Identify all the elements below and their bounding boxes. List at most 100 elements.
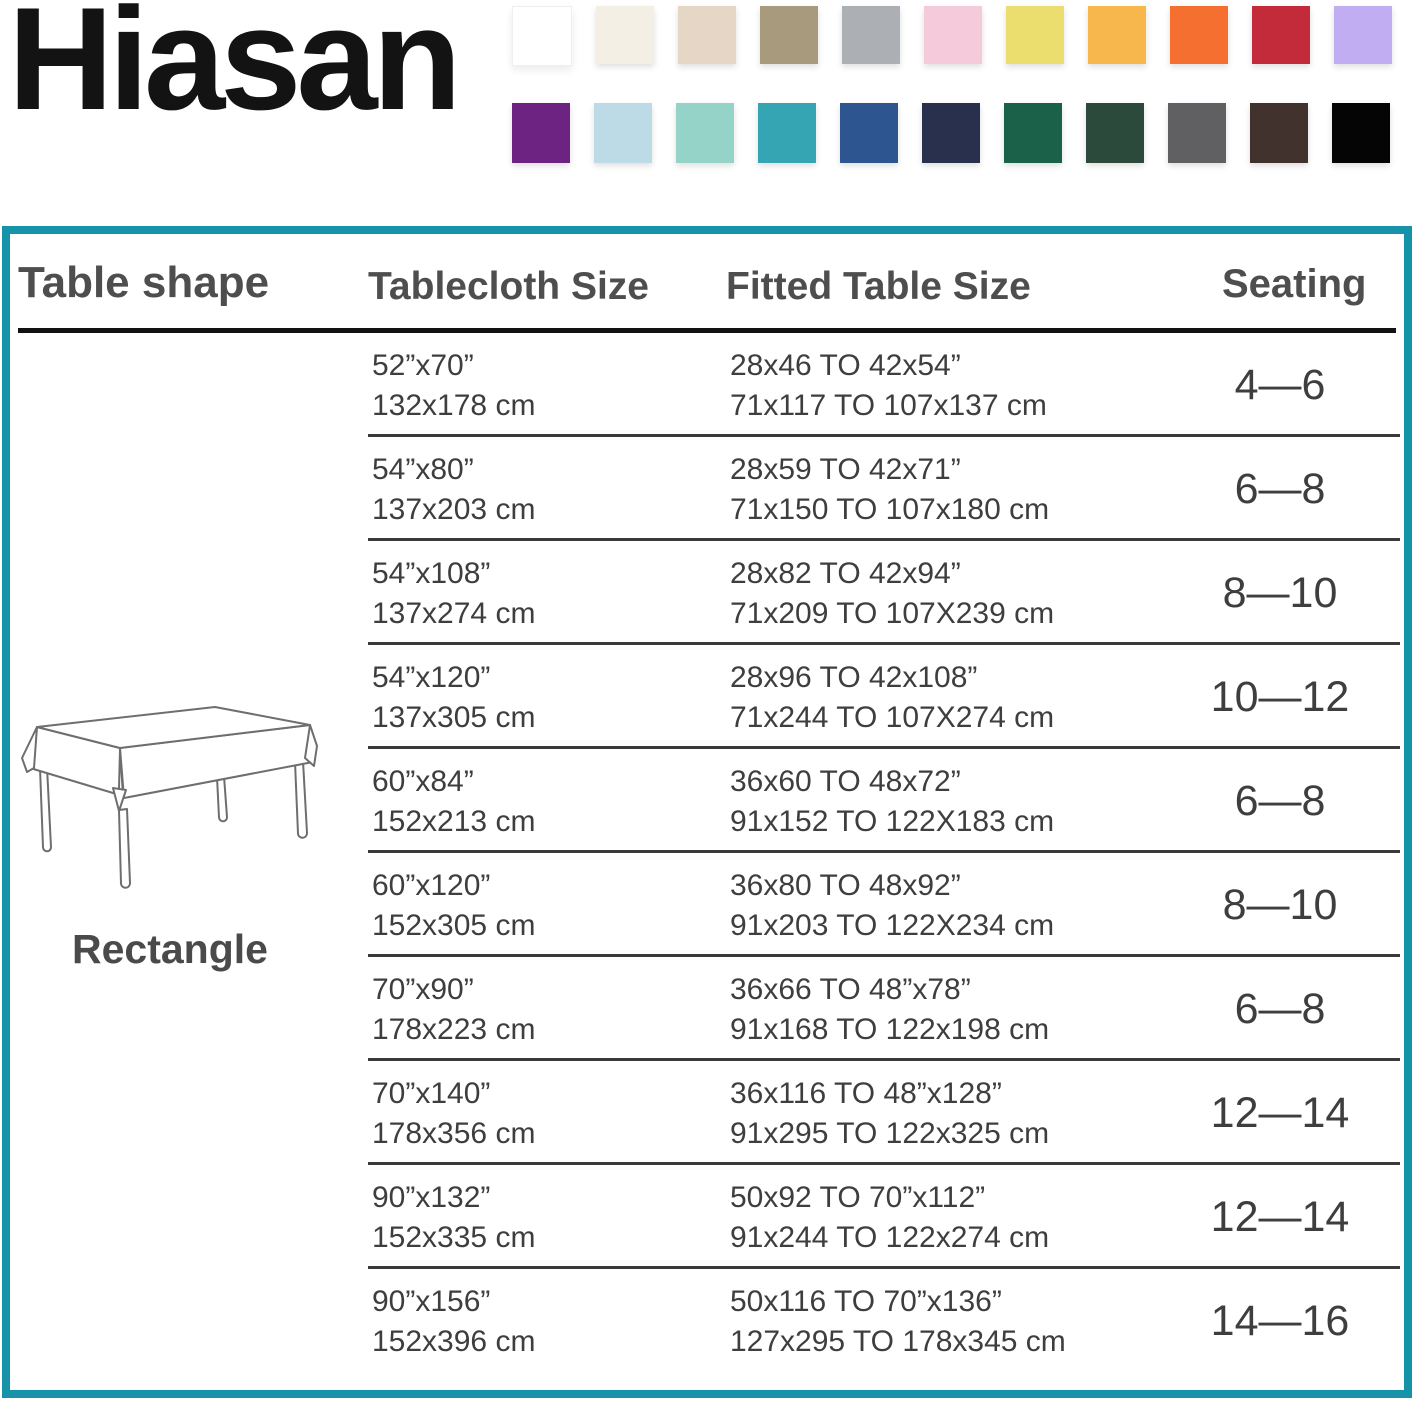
color-swatch-teal [758,103,816,163]
tablecloth-size-cm: 178x356 cm [372,1117,536,1150]
fitted-size-cm: 91x152 TO 122X183 cm [730,805,1055,838]
fitted-size-cm: 127x295 TO 178x345 cm [730,1325,1066,1358]
color-swatch-black [1332,103,1390,163]
color-swatch-ivory [596,6,654,64]
tablecloth-size-cm: 152x305 cm [372,909,536,942]
tablecloth-size-cell: 90”x156” 152x396 cm [372,1269,535,1361]
fitted-size-cm: 71x209 TO 107X239 cm [730,597,1055,630]
seating-range: 10—12 [1210,672,1350,721]
brand-logo: Hiasan [8,0,462,140]
rectangle-table-icon [21,706,318,889]
tablecloth-size-cm: 132x178 cm [372,389,536,422]
size-rows: 52”x70” 132x178 cm 28x46 TO 42x54” 71x11… [10,333,1404,1373]
fitted-size-inches: 36x80 TO 48x92” [730,869,961,902]
fitted-table-size-cell: 36x66 TO 48”x78” 91x168 TO 122x198 cm [730,957,1049,1049]
seating-range: 6—8 [1234,984,1326,1033]
color-swatch-yellow [1006,6,1064,64]
fitted-size-cm: 91x295 TO 122x325 cm [730,1117,1050,1150]
fitted-size-cm: 71x150 TO 107x180 cm [730,493,1050,526]
seating-range: 14—16 [1210,1296,1350,1345]
table-row: 60”x84” 152x213 cm 36x60 TO 48x72” 91x15… [10,749,1404,853]
tablecloth-size-cell: 70”x140” 178x356 cm [372,1061,535,1153]
color-swatch-silver-gray [842,6,900,64]
seating-range: 6—8 [1234,464,1326,513]
tablecloth-size-cm: 137x203 cm [372,493,536,526]
color-swatch-chocolate-brown [1250,103,1308,163]
row-divider [368,642,1400,645]
tablecloth-size-inches: 70”x140” [372,1077,491,1110]
table-row: 90”x156” 152x396 cm 50x116 TO 70”x136” 1… [10,1269,1404,1373]
fitted-size-cm: 91x168 TO 122x198 cm [730,1013,1050,1046]
seating-range: 8—10 [1222,880,1338,929]
fitted-size-inches: 28x59 TO 42x71” [730,453,961,486]
fitted-size-inches: 28x82 TO 42x94” [730,557,961,590]
color-swatch-white [512,6,572,66]
color-swatch-royal-blue [840,103,898,163]
size-chart-table: Table shape Tablecloth Size Fitted Table… [2,226,1412,1398]
tablecloth-size-inches: 54”x80” [372,453,474,486]
column-header-seating: Seating [1222,262,1367,306]
table-row: 54”x80” 137x203 cm 28x59 TO 42x71” 71x15… [10,437,1404,541]
tablecloth-size-inches: 60”x120” [372,869,491,902]
table-row: 70”x140” 178x356 cm 36x116 TO 48”x128” 9… [10,1061,1404,1165]
fitted-size-inches: 28x96 TO 42x108” [730,661,978,694]
fitted-table-size-cell: 50x116 TO 70”x136” 127x295 TO 178x345 cm [730,1269,1066,1361]
fitted-size-inches: 36x60 TO 48x72” [730,765,961,798]
row-divider [368,1162,1400,1165]
seating-range: 4—6 [1234,360,1326,409]
fitted-size-inches: 50x92 TO 70”x112” [730,1181,986,1214]
tablecloth-size-inches: 60”x84” [372,765,474,798]
color-swatch-navy [922,103,980,163]
tablecloth-size-cell: 90”x132” 152x335 cm [372,1165,535,1257]
tablecloth-size-inches: 52”x70” [372,349,474,382]
tablecloth-size-inches: 90”x132” [372,1181,491,1214]
color-swatch-pink [924,6,982,64]
tablecloth-size-inches: 54”x120” [372,661,491,694]
table-row: 90”x132” 152x335 cm 50x92 TO 70”x112” 91… [10,1165,1404,1269]
row-divider [368,1058,1400,1061]
tablecloth-size-inches: 54”x108” [372,557,491,590]
tablecloth-size-cell: 54”x80” 137x203 cm [372,437,535,529]
column-header-table-shape: Table shape [18,258,270,307]
column-header-tablecloth-size: Tablecloth Size [368,265,649,308]
tablecloth-size-cm: 137x305 cm [372,701,536,734]
fitted-table-size-cell: 28x82 TO 42x94” 71x209 TO 107X239 cm [730,541,1054,633]
fitted-size-inches: 36x116 TO 48”x128” [730,1077,1002,1110]
tablecloth-size-cm: 137x274 cm [372,597,536,630]
color-swatch-row-top [512,6,1392,66]
color-swatch-charcoal-gray [1168,103,1226,163]
fitted-size-cm: 91x203 TO 122X234 cm [730,909,1055,942]
color-swatch-emerald-green [1004,103,1062,163]
tablecloth-size-inches: 90”x156” [372,1285,491,1318]
fitted-table-size-cell: 28x46 TO 42x54” 71x117 TO 107x137 cm [730,333,1047,425]
fitted-size-inches: 50x116 TO 70”x136” [730,1285,1002,1318]
fitted-table-size-cell: 28x59 TO 42x71” 71x150 TO 107x180 cm [730,437,1049,529]
color-swatch-lavender [1334,6,1392,64]
seating-range: 6—8 [1234,776,1326,825]
color-swatch-light-blue [594,103,652,163]
color-swatch-purple [512,103,570,163]
tablecloth-size-cell: 52”x70” 132x178 cm [372,333,535,425]
color-swatch-beige [678,6,736,64]
row-divider [368,538,1400,541]
tablecloth-size-cm: 152x396 cm [372,1325,536,1358]
fitted-table-size-cell: 36x80 TO 48x92” 91x203 TO 122X234 cm [730,853,1054,945]
seating-range: 12—14 [1210,1192,1350,1241]
color-swatch-aqua [676,103,734,163]
fitted-table-size-cell: 36x116 TO 48”x128” 91x295 TO 122x325 cm [730,1061,1049,1153]
row-divider [368,1266,1400,1269]
fitted-table-size-cell: 28x96 TO 42x108” 71x244 TO 107X274 cm [730,645,1054,737]
column-header-fitted-size: Fitted Table Size [726,265,1031,308]
tablecloth-size-cm: 152x335 cm [372,1221,536,1254]
color-swatch-khaki [760,6,818,64]
row-divider [368,746,1400,749]
color-swatch-marigold [1088,6,1146,64]
color-swatch-hunter-green [1086,103,1144,163]
tablecloth-size-inches: 70”x90” [372,973,474,1006]
tablecloth-size-cm: 152x213 cm [372,805,536,838]
fitted-size-cm: 71x244 TO 107X274 cm [730,701,1055,734]
fitted-size-inches: 36x66 TO 48”x78” [730,973,971,1006]
fitted-size-cm: 71x117 TO 107x137 cm [730,389,1047,422]
tablecloth-size-cell: 70”x90” 178x223 cm [372,957,535,1049]
